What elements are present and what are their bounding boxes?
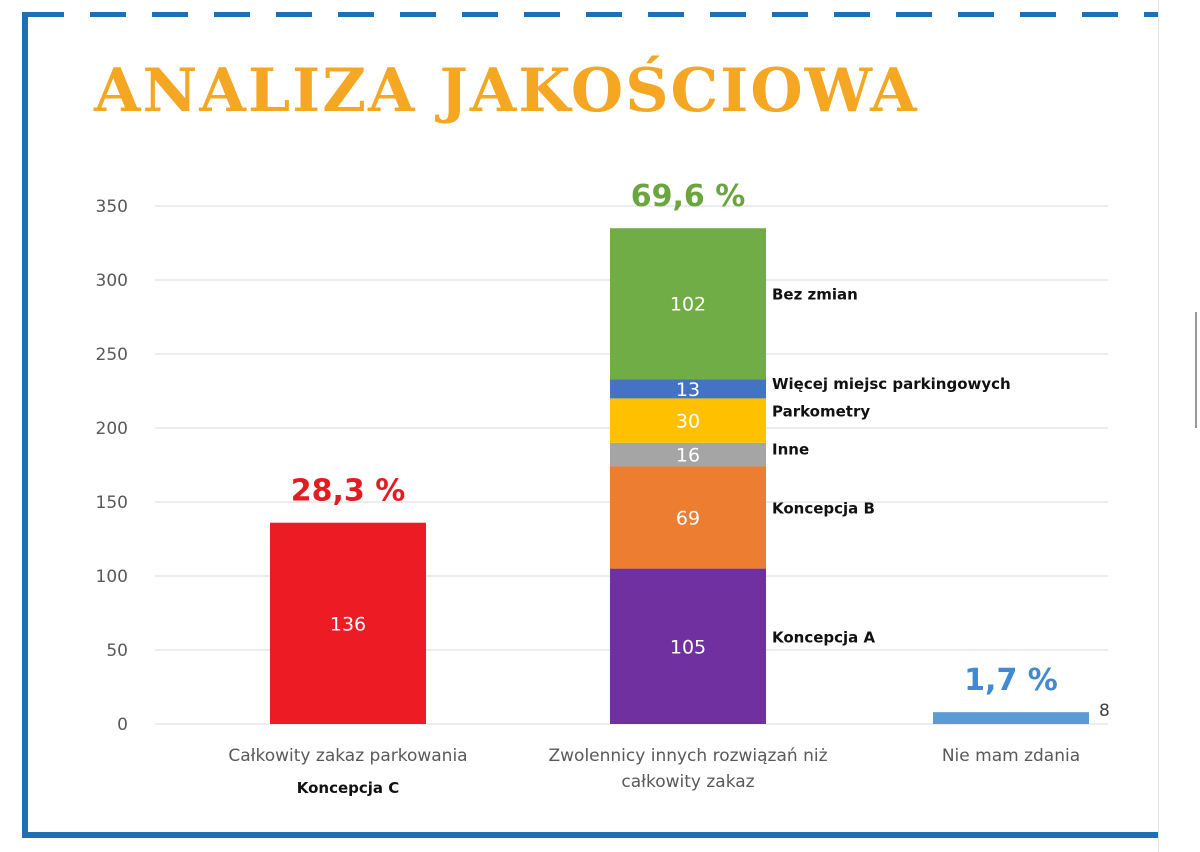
bar-segment bbox=[610, 442, 766, 467]
bar-value-label: 69 bbox=[676, 508, 700, 530]
x-category-label: całkowity zakaz bbox=[621, 772, 754, 792]
bar-value-label: 13 bbox=[676, 379, 700, 401]
bar-value-label: 105 bbox=[670, 636, 706, 658]
y-tick-label: 350 bbox=[96, 197, 128, 217]
edge-notch bbox=[1195, 312, 1197, 428]
bar-value-label: 102 bbox=[670, 294, 706, 316]
segment-legend-label: Parkometry bbox=[772, 403, 870, 421]
x-category-label: Zwolennicy innych rozwiązań niż bbox=[549, 746, 828, 766]
x-category-label: Całkowity zakaz parkowania bbox=[228, 746, 467, 766]
bar-value-label: 30 bbox=[676, 411, 700, 433]
frame-top-dashed-border bbox=[28, 12, 1158, 17]
x-category-label: Nie mam zdania bbox=[942, 746, 1080, 766]
y-tick-label: 0 bbox=[117, 715, 128, 735]
y-tick-label: 300 bbox=[96, 271, 128, 291]
x-category-sublabel: Koncepcja C bbox=[297, 779, 400, 797]
percent-label: 28,3 % bbox=[291, 474, 406, 509]
bar-segment bbox=[270, 522, 426, 724]
percent-label: 69,6 % bbox=[631, 179, 746, 214]
bar-segment bbox=[610, 379, 766, 399]
segment-legend-label: Koncepcja A bbox=[772, 628, 876, 646]
bar-segment bbox=[610, 466, 766, 569]
bar-value-label: 16 bbox=[676, 445, 700, 467]
y-tick-label: 200 bbox=[96, 419, 128, 439]
frame-left-border bbox=[22, 12, 28, 838]
y-tick-label: 100 bbox=[96, 567, 128, 587]
segment-legend-label: Inne bbox=[772, 441, 809, 459]
frame-bottom-border bbox=[22, 832, 1158, 838]
slide-title: ANALIZA JAKOŚCIOWA bbox=[94, 56, 919, 126]
bar-segment bbox=[933, 712, 1089, 724]
bar-value-label: 8 bbox=[1099, 701, 1110, 721]
bar-segment bbox=[610, 568, 766, 724]
bar-segment bbox=[610, 398, 766, 443]
y-tick-label: 50 bbox=[106, 641, 128, 661]
bar-segment bbox=[610, 228, 766, 380]
right-edge-panel bbox=[1158, 0, 1200, 852]
percent-label: 1,7 % bbox=[964, 663, 1058, 698]
bar-value-label: 136 bbox=[330, 613, 366, 635]
y-tick-label: 250 bbox=[96, 345, 128, 365]
segment-legend-label: Koncepcja B bbox=[772, 500, 875, 518]
y-tick-label: 150 bbox=[96, 493, 128, 513]
segment-legend-label: Bez zmian bbox=[772, 286, 858, 304]
segment-legend-label: Więcej miejsc parkingowych bbox=[772, 375, 1011, 393]
